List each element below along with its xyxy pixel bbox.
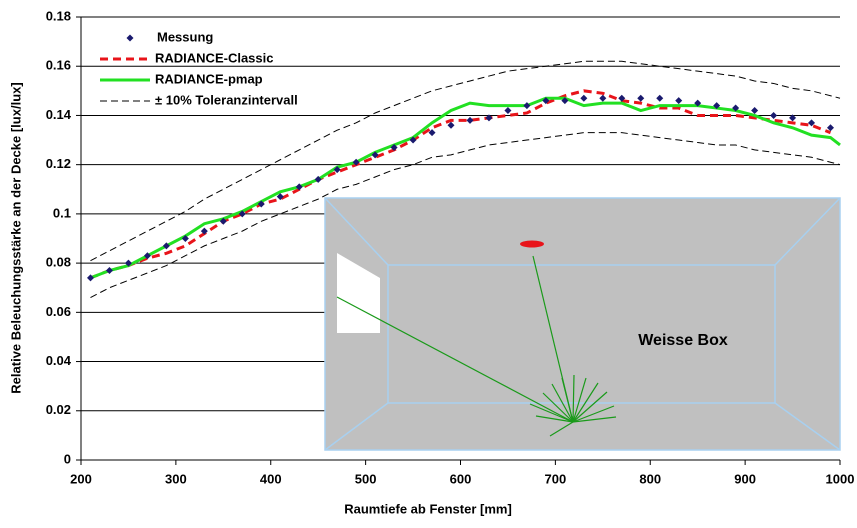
y-tick-label: 0.02: [46, 402, 71, 417]
x-tick-label: 700: [545, 471, 567, 486]
x-tick-label: 200: [70, 471, 92, 486]
y-tick-label: 0: [64, 451, 71, 466]
inset-diagram: Weisse Box: [325, 198, 840, 450]
legend-label: Messung: [157, 29, 213, 44]
y-tick-label: 0.1: [53, 205, 71, 220]
x-tick-label: 400: [260, 471, 282, 486]
x-tick-label: 900: [734, 471, 756, 486]
data-point: [770, 112, 777, 119]
inset-label: Weisse Box: [638, 332, 728, 349]
x-tick-label: 500: [355, 471, 377, 486]
x-tick-label: 600: [450, 471, 472, 486]
x-tick-label: 800: [639, 471, 661, 486]
legend-label: RADIANCE-pmap: [155, 71, 263, 86]
y-tick-label: 0.12: [46, 156, 71, 171]
data-point: [751, 107, 758, 114]
data-point: [599, 95, 606, 102]
box-wall: [325, 198, 840, 450]
data-point: [656, 95, 663, 102]
data-point: [675, 97, 682, 104]
x-tick-label: 300: [165, 471, 187, 486]
y-tick-label: 0.18: [46, 8, 71, 23]
x-axis-label: Raumtiefe ab Fenster [mm]: [344, 501, 512, 516]
chart: Raumtiefe ab Fenster [mm] Relative Beleu…: [0, 0, 857, 523]
y-tick-label: 0.08: [46, 255, 71, 270]
data-point: [637, 95, 644, 102]
data-point: [504, 107, 511, 114]
legend-label: ± 10% Toleranzintervall: [155, 92, 298, 107]
legend-marker: [127, 35, 134, 42]
legend-label: RADIANCE-Classic: [155, 50, 273, 65]
x-tick-label: 1000: [826, 471, 855, 486]
data-point: [466, 117, 473, 124]
y-tick-label: 0.16: [46, 58, 71, 73]
y-tick-label: 0.04: [46, 353, 72, 368]
sensor: [520, 241, 544, 248]
data-point: [580, 95, 587, 102]
y-tick-label: 0.06: [46, 304, 71, 319]
y-axis-label: Relative Beleuchungsstärke an der Decke …: [8, 82, 23, 393]
y-tick-label: 0.14: [46, 107, 72, 122]
